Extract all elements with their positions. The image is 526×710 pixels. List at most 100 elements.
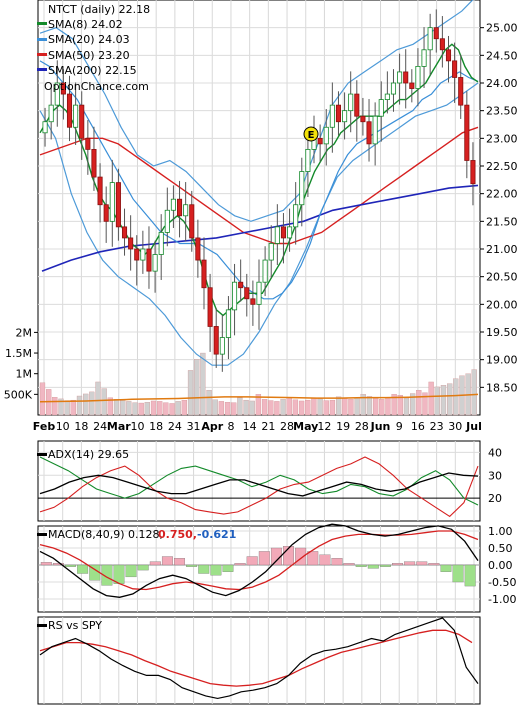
volume-bar (317, 398, 323, 416)
macd-histogram-bar (40, 562, 52, 566)
volume-bar (224, 402, 231, 416)
volume-bar (150, 400, 157, 416)
candle-body (244, 287, 250, 300)
x-tick-label: Mar (107, 420, 131, 433)
candle-body (121, 226, 128, 239)
x-tick-label: 31 (187, 420, 201, 433)
volume-bar (397, 395, 403, 416)
candle-body (256, 281, 262, 305)
volume-bar (274, 401, 280, 416)
macd-histogram-bar (258, 551, 270, 566)
macd-histogram-bar (392, 563, 403, 566)
volume-bar (366, 396, 373, 416)
macd-histogram-bar (52, 563, 64, 566)
volume-tick-label: 500K (4, 388, 33, 401)
macd-histogram-bar (428, 563, 440, 566)
adx-tick-label: 40 (488, 446, 502, 459)
candle-body (48, 104, 54, 123)
volume-bar (39, 382, 46, 416)
volume-bar (434, 386, 440, 416)
macd-histogram-bar (222, 564, 234, 572)
candle-body (134, 248, 140, 261)
x-tick-label: May (293, 420, 318, 433)
volume-average-line (39, 393, 479, 403)
volume-bar (391, 394, 397, 416)
macd-signal-label: 0.750, (158, 528, 197, 541)
macd-histogram-bar (65, 564, 76, 567)
x-tick-label: Jun (370, 420, 391, 433)
price-tick-label: 19.50 (486, 326, 518, 339)
candle-body (268, 243, 274, 261)
candle-body (250, 298, 256, 305)
volume-bar (268, 400, 274, 416)
volume-bar (132, 402, 138, 416)
macd-tick-label: -0.50 (488, 576, 516, 589)
volume-bar (335, 396, 342, 416)
legend-sma20: SMA(20) 24.03 (48, 33, 130, 46)
candle-body (238, 281, 244, 289)
volume-bar (194, 359, 200, 416)
macd-hist-label: -0.621 (197, 528, 236, 541)
rs-panel-frame (37, 616, 481, 705)
candle-body (183, 204, 189, 217)
x-tick-label: Apr (201, 420, 223, 433)
volume-bar (249, 400, 255, 416)
rs-legend: RS vs SPY (37, 619, 102, 632)
legend-sma8: SMA(8) 24.02 (48, 18, 123, 31)
x-tick-label: 16 (411, 420, 425, 433)
x-tick-label: 14 (243, 420, 257, 433)
candle-body (195, 237, 201, 261)
macd-line (39, 523, 479, 598)
candle-body (60, 82, 66, 95)
volume-bar (298, 400, 305, 416)
volume-bar (311, 397, 317, 416)
volume-bar (126, 401, 132, 416)
candle-body (97, 176, 103, 206)
candle-body (464, 104, 470, 161)
adx-line (39, 472, 479, 497)
legend-sma200: SMA(200) 22.15 (48, 64, 137, 77)
macd-histogram-bar (125, 564, 137, 578)
macd-histogram-bar (270, 547, 282, 566)
volume-bar (360, 394, 366, 416)
volume-bar (138, 402, 144, 416)
volume-bar (76, 395, 83, 416)
candle-body (262, 259, 268, 283)
x-tick-label: 18 (149, 420, 163, 433)
macd-histogram-bar (210, 564, 222, 576)
macd-histogram-bar (198, 564, 210, 574)
volume-bar (83, 393, 89, 416)
candle-body (360, 115, 366, 123)
macd-histogram-bar (379, 564, 391, 567)
rs-line (39, 617, 479, 700)
volume-bar (70, 399, 76, 416)
volume-bar (447, 383, 453, 416)
candle-body (305, 148, 311, 172)
x-tick-label: 10 (130, 420, 144, 433)
volume-bar (113, 399, 120, 416)
volume-tick-label: 2M (16, 326, 33, 339)
macd-histogram-bar (404, 561, 416, 566)
volume-bar (187, 370, 194, 416)
candle-body (403, 71, 409, 84)
volume-bar (52, 397, 58, 416)
candle-body (293, 204, 299, 228)
candle-body (232, 281, 238, 311)
candle-body (109, 182, 115, 222)
macd-tick-label: 1.00 (488, 525, 513, 538)
volume-bar (175, 401, 181, 416)
volume-bar (280, 399, 286, 416)
macd-legend: MACD(8,40,9) 0.128, 0.750, -0.621 (37, 528, 236, 541)
candle-body (390, 82, 397, 95)
candle-body (378, 99, 384, 117)
volume-bar (101, 388, 107, 416)
macd-histogram-bar (234, 563, 246, 566)
upper-band-line (39, 0, 474, 222)
volume-bar (329, 399, 336, 416)
candle-body (189, 204, 195, 239)
candle-body (73, 104, 79, 128)
macd-histogram-bar (77, 564, 89, 574)
sma50-line (39, 126, 479, 245)
volume-bar (385, 397, 391, 416)
macd-tick-label: -1.00 (488, 593, 516, 606)
